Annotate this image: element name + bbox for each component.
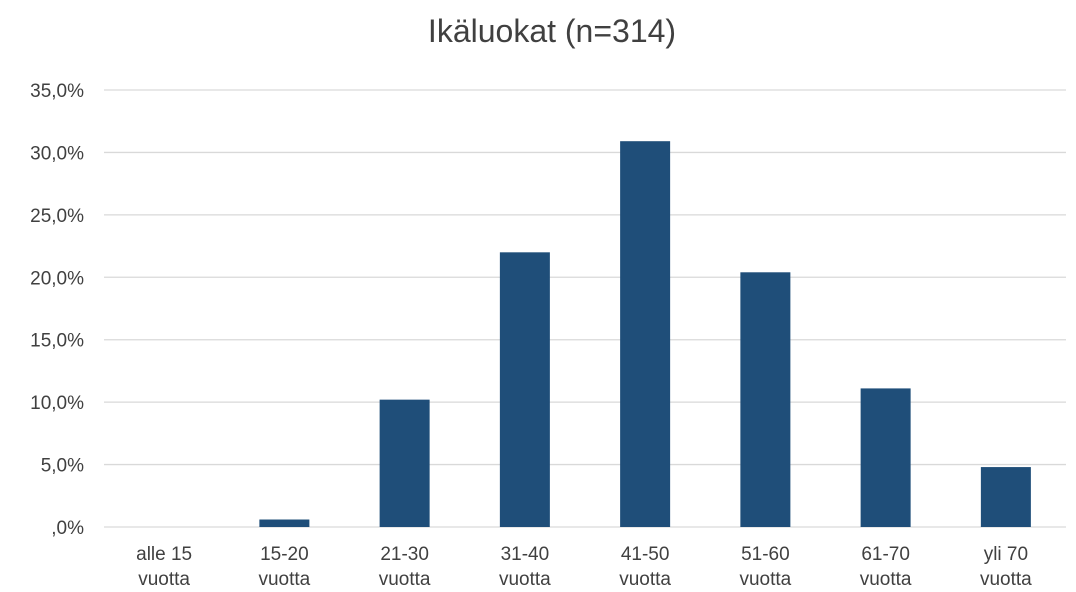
bar (620, 141, 671, 528)
y-tick-label: 15,0% (30, 331, 84, 352)
gridlines (104, 89, 1066, 528)
x-category-label-line: vuotta (499, 569, 551, 590)
x-category-label-line: vuotta (980, 569, 1032, 590)
y-tick-label: ,0% (51, 518, 84, 539)
bar (379, 399, 430, 527)
y-tick-label: 30,0% (30, 143, 84, 164)
x-category-label-line: 41-50 (621, 544, 670, 565)
x-category-label-line: vuotta (138, 569, 190, 590)
x-category-label: 21-30 vuotta (379, 544, 431, 590)
x-category-label: 31-40 vuotta (499, 544, 551, 590)
x-category-label-line: 31-40 (501, 544, 550, 565)
bar (740, 272, 791, 527)
y-tick-label: 5,0% (41, 456, 84, 477)
x-category-label-line: 21-30 (380, 544, 429, 565)
x-category-label-line: vuotta (258, 569, 310, 590)
x-category-label-line: vuotta (739, 569, 791, 590)
x-category-label-line: vuotta (860, 569, 912, 590)
x-category-label-line: alle 15 (136, 544, 192, 565)
y-axis-ticks: ,0% 5,0% 10,0% 15,0% 20,0% 25,0% 30,0% 35,0% (30, 81, 84, 539)
bar (860, 388, 911, 527)
y-tick-label: 35,0% (30, 81, 84, 102)
x-category-label: 51-60 vuotta (739, 544, 791, 590)
bar (259, 519, 310, 527)
x-category-label: 15-20 vuotta (258, 544, 310, 590)
x-category-label: 61-70 vuotta (860, 544, 912, 590)
x-category-label: alle 15 vuotta (136, 544, 192, 590)
chart-title: Ikäluokat (n=314) (428, 13, 676, 49)
y-tick-label: 10,0% (30, 393, 84, 414)
x-category-label-line: 61-70 (861, 544, 910, 565)
bar (499, 252, 550, 528)
y-tick-label: 20,0% (30, 268, 84, 289)
x-category-label: yli 70 vuotta (980, 544, 1032, 590)
x-category-label: 41-50 vuotta (619, 544, 671, 590)
bar (980, 467, 1031, 527)
x-category-label-line: vuotta (379, 569, 431, 590)
x-category-label-line: 15-20 (260, 544, 309, 565)
x-category-label-line: vuotta (619, 569, 671, 590)
x-category-label-line: 51-60 (741, 544, 790, 565)
bars (259, 141, 1031, 528)
y-tick-label: 25,0% (30, 206, 84, 227)
x-category-label-line: yli 70 (984, 544, 1028, 565)
